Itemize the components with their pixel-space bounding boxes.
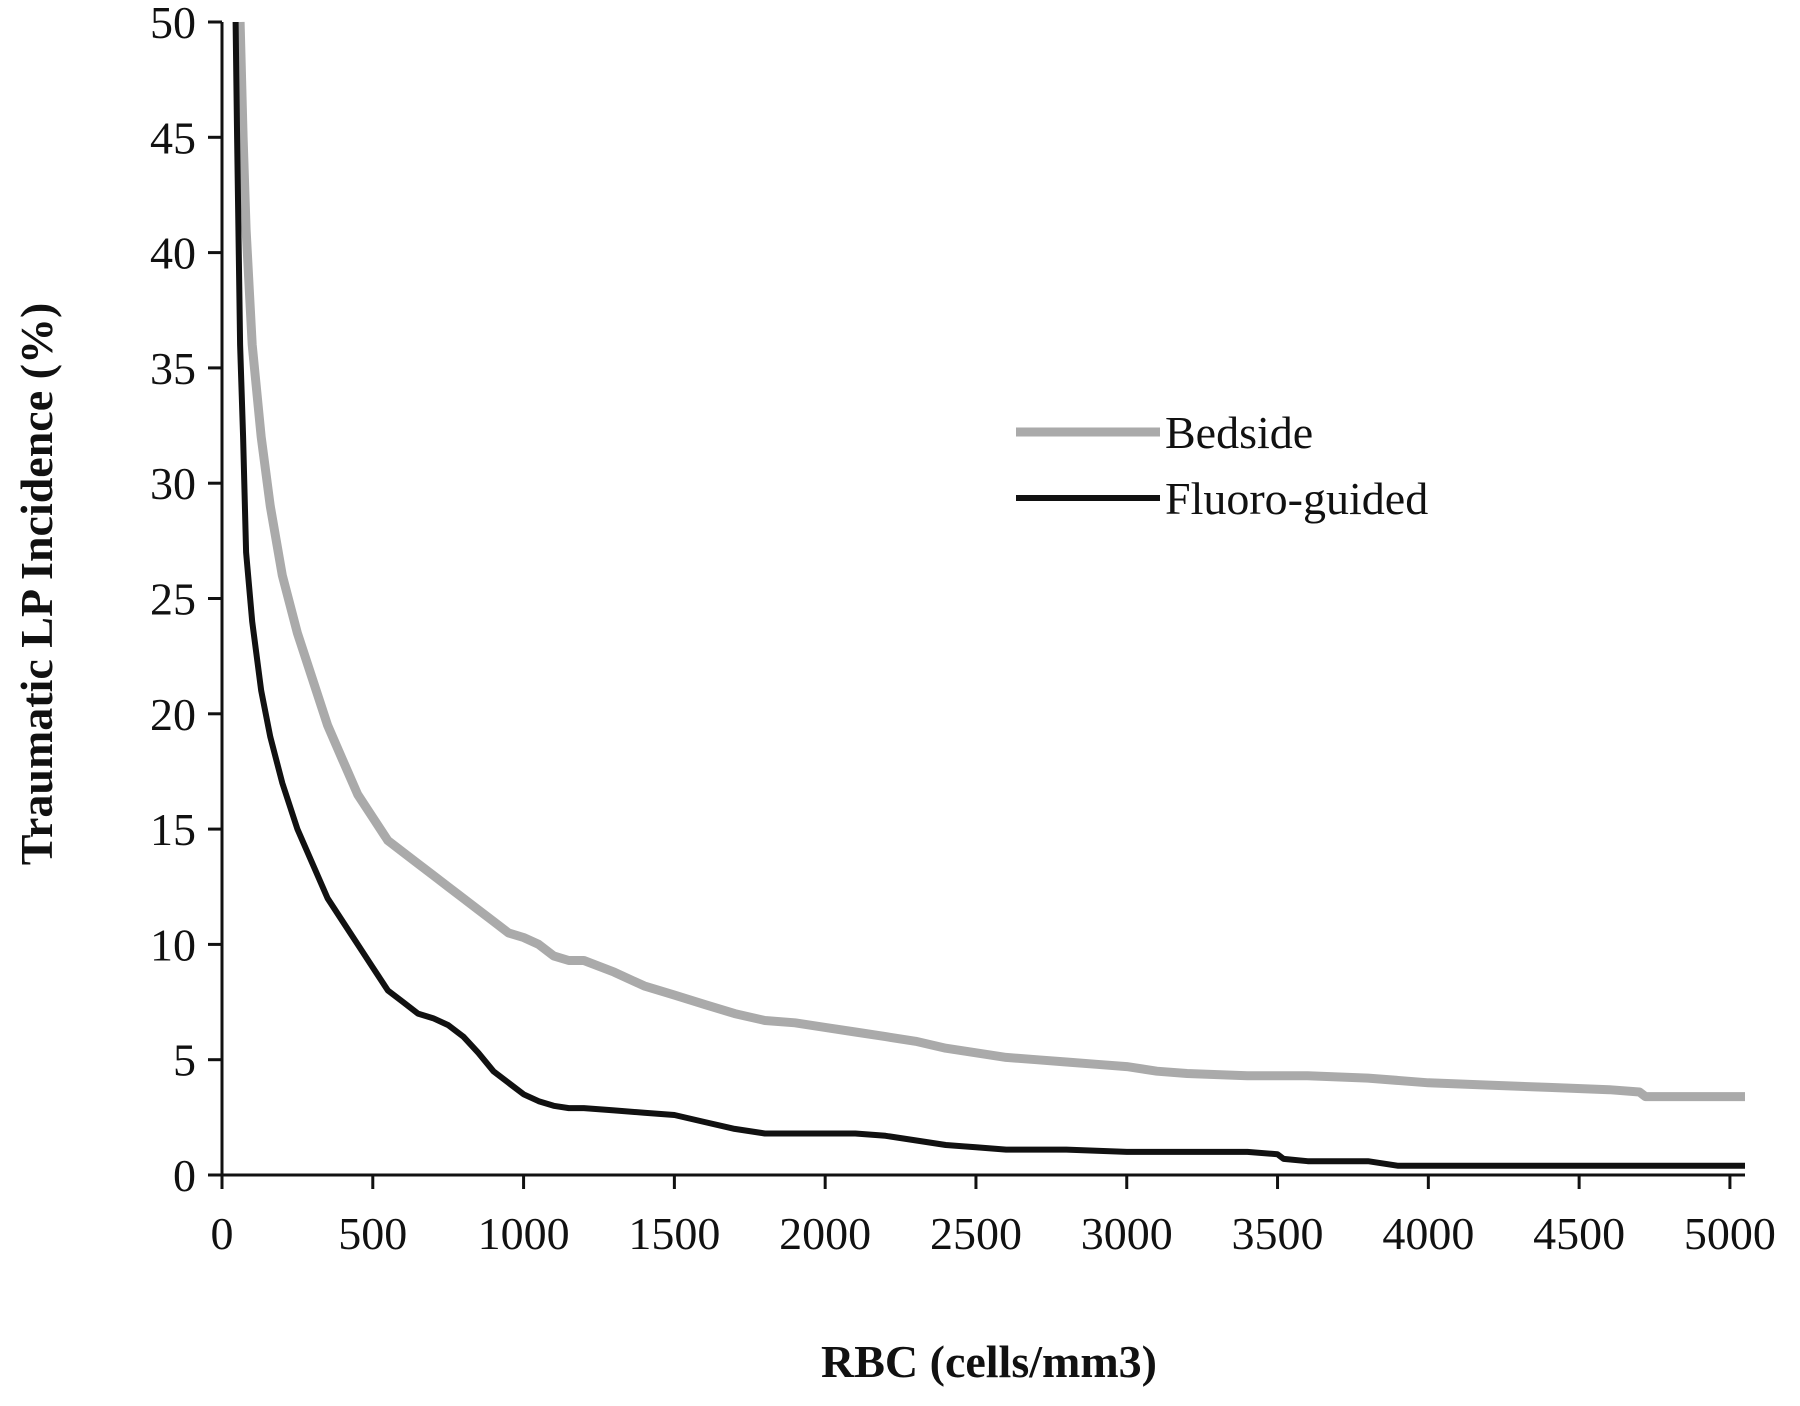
series-line-fluoro-guided (232, 21, 1745, 1169)
x-tick-label: 0 (211, 1208, 234, 1259)
y-tick-label: 50 (150, 0, 196, 48)
y-tick-labels: 0 5 10 15 20 25 30 35 40 45 50 (150, 0, 196, 1201)
legend: Bedside Fluoro-guided (1016, 407, 1428, 524)
y-tick-label: 35 (150, 343, 196, 394)
y-tick-label: 25 (150, 574, 196, 625)
y-tick-label: 10 (150, 919, 196, 970)
x-tick-label: 3500 (1232, 1208, 1324, 1259)
x-tick-label: 4500 (1533, 1208, 1625, 1259)
x-tick-label: 4000 (1382, 1208, 1474, 1259)
y-tick-label: 0 (173, 1150, 196, 1201)
x-axis-title: RBC (cells/mm3) (821, 1336, 1157, 1387)
y-axis-title: Traumatic LP Incidence (%) (11, 303, 62, 866)
y-tick-label: 45 (150, 112, 196, 163)
series-lines (232, 21, 1745, 1169)
x-tick-label: 5000 (1684, 1208, 1776, 1259)
x-tick-labels: 0 500 1000 1500 2000 2500 3000 3500 4000 4500 5000 (211, 1208, 1776, 1259)
x-tick-label: 1500 (628, 1208, 720, 1259)
x-tick-label: 3000 (1081, 1208, 1173, 1259)
series-line-bedside (235, 21, 1745, 1102)
legend-label-bedside: Bedside (1165, 407, 1313, 458)
tick-marks (208, 20, 1732, 1189)
y-tick-label: 30 (150, 458, 196, 509)
x-tick-label: 1000 (478, 1208, 570, 1259)
legend-label-fluoro-guided: Fluoro-guided (1165, 473, 1428, 524)
x-tick-label: 2000 (779, 1208, 871, 1259)
x-tick-label: 2500 (930, 1208, 1022, 1259)
x-tick-label: 500 (338, 1208, 407, 1259)
y-tick-label: 40 (150, 228, 196, 279)
y-tick-label: 15 (150, 804, 196, 855)
y-tick-label: 5 (173, 1035, 196, 1086)
y-tick-label: 20 (150, 689, 196, 740)
